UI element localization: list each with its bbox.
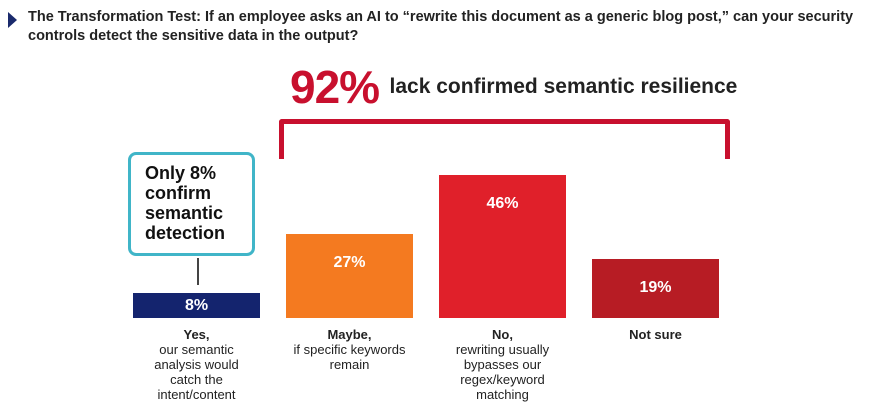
category-title: Yes, (183, 327, 210, 342)
bracket (279, 119, 730, 159)
category-description: if specific keywords remain (293, 342, 406, 372)
headline-percent: 92% (290, 61, 380, 113)
bar (439, 175, 566, 318)
triangle-bullet-icon (8, 12, 17, 28)
bar-value-label: 46% (486, 195, 519, 212)
category-title: Maybe, (327, 327, 372, 342)
bar-value-label: 19% (639, 279, 672, 296)
callout-text: Only 8% confirm semantic detection (145, 163, 226, 243)
bar (286, 234, 413, 318)
bar (592, 259, 719, 318)
headline-text: lack confirmed semantic resilience (389, 75, 738, 98)
callout-connector (197, 258, 199, 285)
headline: 92% lack confirmed semantic resilience (290, 60, 737, 120)
category-description: rewriting usually bypasses our regex/key… (455, 342, 550, 402)
bar (133, 293, 260, 318)
category-title: No, (492, 327, 513, 342)
category-label: No, rewriting usually bypasses our regex/… (435, 327, 570, 402)
category-label: Yes, our semantic analysis would catch th… (129, 327, 264, 402)
bar-value-label: 27% (333, 254, 366, 271)
callout-box: Only 8% confirm semantic detection (128, 152, 255, 256)
bar-value-label: 8% (184, 297, 209, 314)
category-title: Not sure (629, 327, 682, 342)
chart-title: The Transformation Test: If an employee … (28, 9, 854, 44)
category-label: Maybe, if specific keywords remain (282, 327, 417, 372)
category-label: Not sure (588, 327, 723, 342)
category-description: our semantic analysis would catch the in… (154, 342, 239, 402)
